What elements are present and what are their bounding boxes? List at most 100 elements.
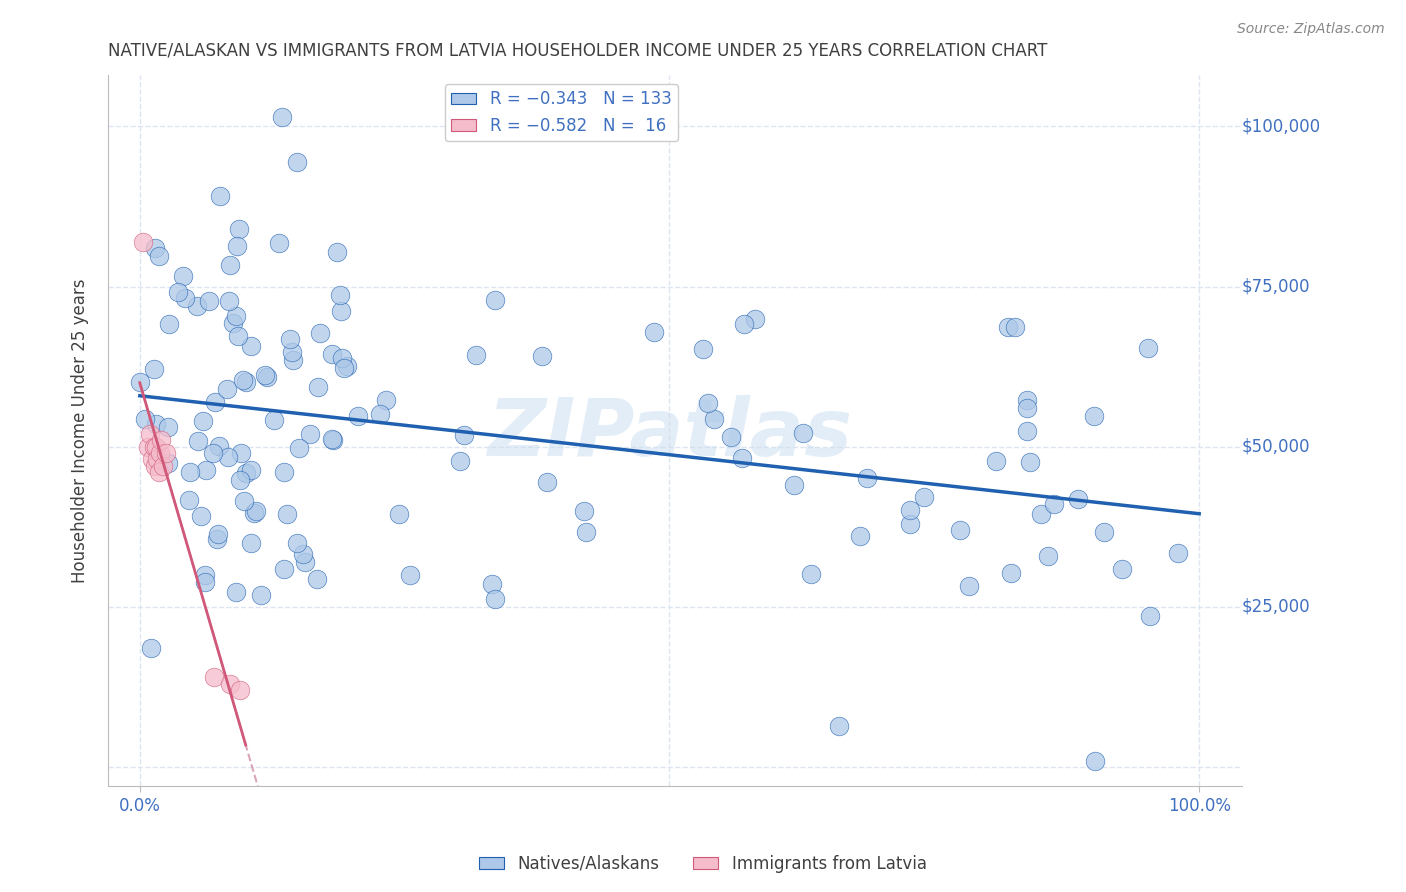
Point <box>235 466 257 480</box>
Point <box>321 347 343 361</box>
Point <box>254 368 277 382</box>
Point <box>1083 409 1105 423</box>
Point <box>1067 492 1090 507</box>
Point <box>285 536 308 550</box>
Point <box>139 641 162 656</box>
Point <box>179 465 201 479</box>
Point <box>1036 549 1059 564</box>
Text: $25,000: $25,000 <box>1241 598 1310 615</box>
Point <box>218 294 240 309</box>
Point <box>744 312 766 326</box>
Text: $50,000: $50,000 <box>1241 438 1310 456</box>
Point <box>129 376 152 390</box>
Point <box>245 504 267 518</box>
Point <box>278 332 301 346</box>
Point <box>221 316 243 330</box>
Point <box>399 568 422 582</box>
Point <box>321 432 343 446</box>
Point <box>155 446 177 460</box>
Point <box>287 441 309 455</box>
Point <box>307 572 329 586</box>
Point <box>229 683 252 698</box>
Point <box>186 300 208 314</box>
Point <box>733 317 755 331</box>
Point <box>226 239 249 253</box>
Text: Source: ZipAtlas.com: Source: ZipAtlas.com <box>1237 22 1385 37</box>
Point <box>703 412 725 426</box>
Point <box>143 458 166 473</box>
Point <box>229 446 252 460</box>
Point <box>136 440 159 454</box>
Point <box>308 326 330 340</box>
Point <box>291 547 314 561</box>
Point <box>336 359 359 373</box>
Point <box>207 533 229 547</box>
Point <box>193 414 215 428</box>
Point <box>239 535 262 549</box>
Point <box>145 440 167 454</box>
Point <box>986 454 1008 468</box>
Point <box>202 670 225 684</box>
Point <box>330 303 353 318</box>
Point <box>229 473 252 487</box>
Point <box>217 450 239 464</box>
Point <box>1084 754 1107 768</box>
Point <box>273 562 295 576</box>
Point <box>232 373 254 387</box>
Point <box>481 577 503 591</box>
Point <box>329 287 352 301</box>
Point <box>530 349 553 363</box>
Point <box>225 585 247 599</box>
Point <box>201 446 224 460</box>
Point <box>174 292 197 306</box>
Point <box>226 329 249 343</box>
Point <box>388 507 411 521</box>
Point <box>143 241 166 255</box>
Point <box>209 189 232 203</box>
Point <box>218 676 240 690</box>
Point <box>330 351 353 366</box>
Point <box>172 268 194 283</box>
Point <box>145 417 167 431</box>
Point <box>228 222 250 236</box>
Point <box>643 325 665 339</box>
Point <box>152 458 174 473</box>
Point <box>696 396 718 410</box>
Point <box>1167 546 1189 560</box>
Point <box>194 574 217 589</box>
Point <box>1004 319 1026 334</box>
Point <box>134 412 156 426</box>
Point <box>997 319 1019 334</box>
Point <box>575 524 598 539</box>
Point <box>270 110 292 124</box>
Point <box>132 235 155 249</box>
Point <box>149 434 172 448</box>
Point <box>299 426 322 441</box>
Point <box>141 452 163 467</box>
Point <box>346 409 368 424</box>
Text: NATIVE/ALASKAN VS IMMIGRANTS FROM LATVIA HOUSEHOLDER INCOME UNDER 25 YEARS CORRE: NATIVE/ALASKAN VS IMMIGRANTS FROM LATVIA… <box>108 42 1047 60</box>
Point <box>1017 424 1039 438</box>
Point <box>1015 401 1038 415</box>
Point <box>849 529 872 543</box>
Point <box>177 493 200 508</box>
Point <box>453 427 475 442</box>
Text: $75,000: $75,000 <box>1241 277 1310 295</box>
Point <box>1019 455 1042 469</box>
Point <box>148 249 170 263</box>
Point <box>239 339 262 353</box>
Point <box>225 309 247 323</box>
Point <box>263 413 285 427</box>
Point <box>898 502 921 516</box>
Point <box>1139 608 1161 623</box>
Point <box>307 380 329 394</box>
Point <box>148 465 170 479</box>
Point <box>208 439 231 453</box>
Point <box>250 588 273 602</box>
Point <box>256 369 278 384</box>
Point <box>692 343 714 357</box>
Point <box>294 555 316 569</box>
Y-axis label: Householder Income Under 25 years: Householder Income Under 25 years <box>72 278 89 583</box>
Point <box>1136 342 1159 356</box>
Point <box>149 446 172 460</box>
